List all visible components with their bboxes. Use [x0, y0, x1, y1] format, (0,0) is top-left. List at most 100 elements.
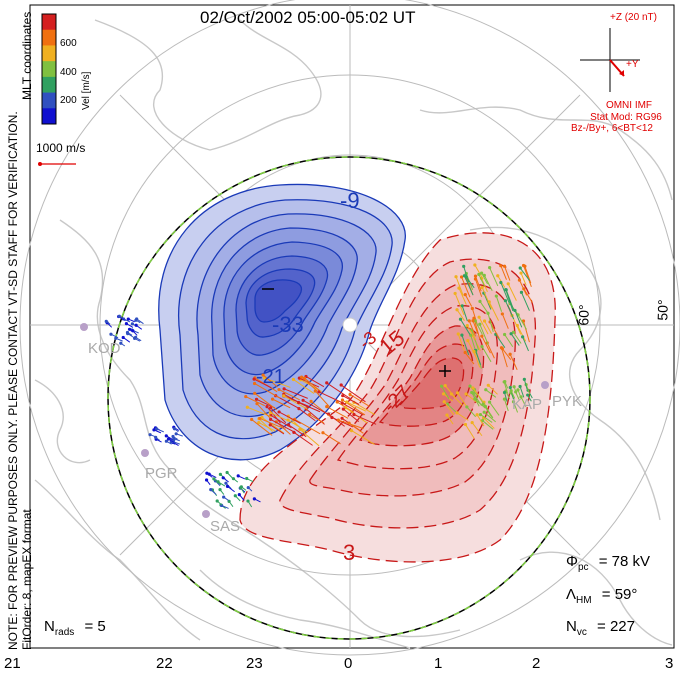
velocity-vector: [227, 485, 235, 493]
velocity-vector: [166, 440, 172, 445]
velocity-vector: [461, 276, 471, 298]
velocity-vector: [523, 320, 530, 343]
colorbar-tick-200: 200: [60, 95, 77, 106]
velocity-vector: [481, 287, 492, 309]
velocity-vector: [503, 398, 509, 412]
colorbar-segment: [42, 61, 56, 78]
velocity-vector: [294, 418, 321, 435]
velocity-vector: [318, 391, 346, 405]
velocity-vector: [135, 336, 142, 342]
velocity-vector: [478, 274, 485, 287]
velocity-vector: [513, 331, 522, 344]
velocity-vector: [457, 392, 468, 407]
velocity-vector: [110, 333, 119, 339]
velocity-vector: [270, 412, 297, 425]
velocity-vector: [509, 354, 518, 370]
colorbar-tick-400: 400: [60, 67, 77, 78]
velocity-vector: [238, 494, 245, 501]
velocity-vector: [322, 432, 341, 445]
velocity-vector: [135, 319, 141, 324]
velocity-vector: [278, 389, 300, 401]
stat-hmb: ΛHM = 59°: [566, 586, 638, 606]
velocity-vector: [504, 334, 514, 348]
stat-nvc: Nvc = 227: [566, 618, 635, 638]
velocity-vector: [486, 342, 495, 359]
vector-scale-label: 1000 m/s: [36, 141, 86, 155]
velocity-vector: [518, 279, 528, 296]
velocity-vector: [342, 402, 364, 416]
velocity-vector: [510, 390, 516, 399]
velocity-vector: [173, 441, 180, 445]
velocity-vector: [474, 278, 483, 297]
velocity-vector: [527, 394, 532, 402]
velocity-vector: [326, 382, 351, 399]
colorbar-segment: [42, 45, 56, 62]
velocity-vector: [293, 431, 313, 446]
velocity-vector: [525, 384, 531, 395]
velocity-vector: [254, 383, 281, 399]
velocity-vector: [487, 313, 494, 333]
velocity-vector: [483, 292, 492, 310]
velocity-vector: [270, 407, 287, 424]
latitude-label-50: 50°: [654, 299, 671, 321]
velocity-vector: [505, 390, 511, 400]
velocity-vector: [254, 392, 278, 411]
radar-markers: [80, 323, 549, 518]
mlt-tick-23: 23: [246, 655, 263, 672]
colorbar-segment: [42, 108, 56, 125]
velocity-vector: [156, 428, 164, 433]
velocity-vector: [210, 489, 217, 495]
velocity-vector: [247, 487, 253, 492]
velocity-vector: [520, 396, 527, 407]
velocity-vector: [474, 350, 482, 365]
velocity-vector: [472, 320, 479, 335]
velocity-vector: [500, 347, 508, 368]
velocity-vector: [478, 316, 489, 335]
velocity-vector: [288, 424, 307, 438]
velocity-vectors: [104, 263, 533, 509]
velocity-vector: [351, 430, 375, 445]
velocity-vector: [523, 265, 532, 287]
velocity-vector: [234, 495, 241, 502]
velocity-vector: [465, 393, 478, 404]
velocity-vector: [270, 424, 285, 435]
velocity-vector: [501, 313, 509, 329]
velocity-vector: [298, 402, 321, 413]
velocity-vector: [481, 346, 492, 363]
velocity-vector: [517, 389, 522, 400]
velocity-vector: [253, 378, 272, 389]
velocity-colorbar: [41, 13, 57, 125]
velocity-vector: [465, 424, 475, 439]
velocity-vector: [278, 411, 301, 424]
velocity-vector: [221, 504, 229, 509]
velocity-vector: [245, 396, 266, 407]
contour-label-neg33: -33: [272, 312, 304, 337]
radar-label-kod: KOD: [88, 340, 121, 357]
velocity-vector: [444, 385, 457, 399]
velocity-vector: [488, 301, 499, 321]
velocity-vector: [500, 282, 510, 303]
velocity-vector: [520, 272, 527, 286]
colorbar-segment: [42, 92, 56, 109]
velocity-vector: [458, 287, 467, 305]
velocity-vector: [251, 419, 273, 436]
vector-scale-arrow: [38, 162, 76, 166]
velocity-vector: [466, 406, 477, 418]
velocity-vector: [461, 334, 470, 355]
velocity-vector: [353, 401, 376, 416]
velocity-vector: [349, 394, 371, 408]
velocity-vector: [127, 333, 135, 339]
imf-dial: [580, 28, 640, 92]
velocity-vector: [254, 498, 261, 503]
velocity-vector: [172, 436, 178, 440]
velocity-vector: [241, 486, 247, 491]
colorbar-segment: [42, 76, 56, 94]
velocity-vector: [173, 438, 180, 442]
velocity-vector: [485, 406, 494, 419]
velocity-vector: [505, 300, 515, 320]
velocity-vector: [505, 289, 515, 312]
velocity-vector: [120, 342, 126, 347]
mlt-tick-2: 2: [532, 655, 541, 672]
velocity-vector: [489, 267, 499, 287]
continent-outlines: [34, 19, 673, 649]
